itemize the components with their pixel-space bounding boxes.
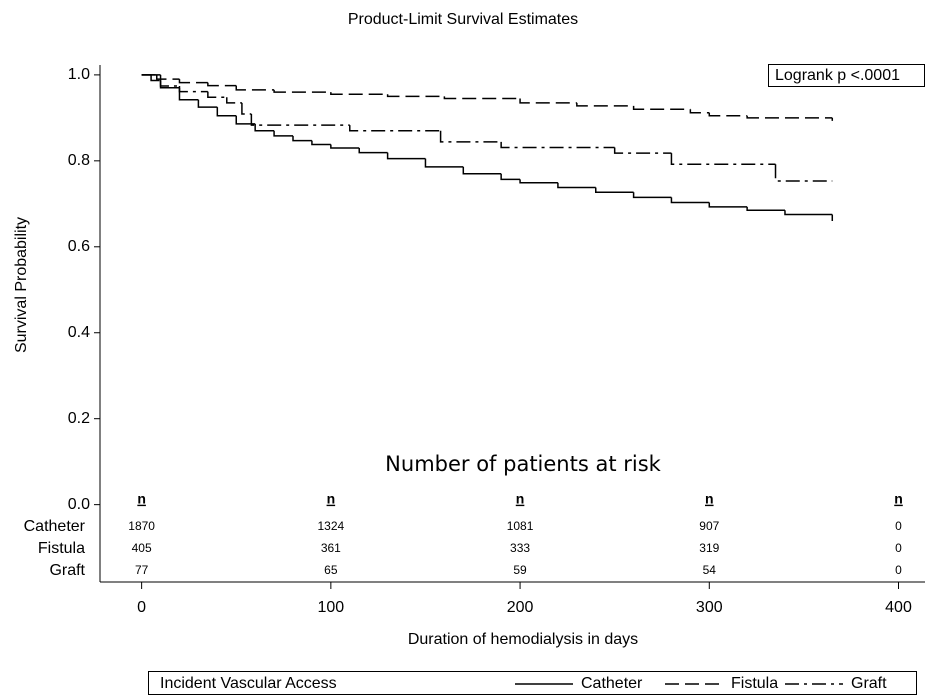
survival-step (500, 173, 521, 181)
survival-step (689, 109, 710, 114)
x-tick-label: 100 (317, 599, 344, 616)
risk-header: n (705, 491, 714, 507)
x-axis-title: Duration of hemodialysis in days (408, 631, 638, 648)
risk-header: n (327, 491, 336, 507)
risk-count: 907 (699, 519, 719, 533)
survival-step (358, 147, 388, 154)
survival-step (613, 147, 672, 154)
survival-step (519, 98, 577, 104)
y-tick-label: 0.8 (68, 152, 90, 169)
x-tick-label: 300 (696, 599, 723, 616)
legend-title: Incident Vascular Access (160, 675, 337, 692)
y-tick-label: 1.0 (68, 66, 90, 83)
survival-step (746, 115, 833, 119)
y-tick-label: 0.6 (68, 238, 90, 255)
chart-title: Product-Limit Survival Estimates (348, 11, 578, 28)
x-tick-label: 0 (137, 599, 146, 616)
y-tick-label: 0.4 (68, 324, 90, 341)
risk-count: 0 (895, 563, 902, 577)
risk-header: n (137, 491, 146, 507)
survival-step (241, 102, 252, 115)
survival-step (330, 144, 360, 149)
survival-step (216, 107, 237, 117)
survival-step (386, 152, 426, 160)
risk-count: 0 (895, 519, 902, 533)
survival-step (439, 130, 502, 143)
survival-step (226, 97, 242, 104)
risk-header: n (894, 491, 903, 507)
risk-row-label: Fistula (38, 540, 85, 557)
survival-step (386, 94, 445, 98)
survival-step (424, 158, 464, 168)
risk-count: 1324 (317, 519, 344, 533)
survival-step (150, 74, 161, 82)
survival-step (349, 125, 441, 132)
survival-step (235, 115, 256, 125)
risk-count: 54 (703, 563, 717, 577)
survival-step (273, 89, 331, 93)
survival-step (207, 91, 227, 98)
legend-label: Graft (851, 675, 887, 692)
risk-count: 405 (132, 541, 152, 555)
survival-step (235, 85, 275, 91)
y-tick-label: 0.2 (68, 410, 90, 427)
survival-step (330, 92, 388, 95)
risk-row-label: Graft (49, 562, 85, 579)
risk-count: 333 (510, 541, 530, 555)
survival-step (462, 166, 502, 175)
survival-step (254, 123, 275, 132)
risk-count: 319 (699, 541, 719, 555)
survival-step (632, 105, 691, 111)
survival-step (632, 192, 672, 199)
survival-step (311, 140, 331, 146)
survival-step (670, 153, 776, 166)
survival-step (178, 86, 208, 93)
survival-step (708, 112, 748, 117)
risk-count: 1081 (507, 519, 534, 533)
survival-step (774, 164, 833, 182)
survival-step (500, 141, 615, 149)
survival-step (519, 179, 558, 184)
legend-label: Catheter (581, 675, 643, 692)
risk-header: n (516, 491, 525, 507)
survival-step (197, 99, 218, 108)
x-tick-label: 200 (507, 599, 534, 616)
survival-step (207, 82, 237, 87)
y-axis-title: Survival Probability (13, 217, 30, 353)
survival-step (443, 96, 521, 100)
risk-row-label: Catheter (24, 518, 86, 535)
survival-step (670, 197, 710, 204)
risk-count: 1870 (128, 519, 155, 533)
legend-label: Fistula (731, 675, 778, 692)
survival-step (178, 79, 208, 84)
survival-step (576, 102, 634, 107)
annotation: Logrank p <.0001 (775, 67, 900, 84)
survival-step (784, 210, 833, 216)
risk-count: 0 (895, 541, 902, 555)
risk-count: 361 (321, 541, 341, 555)
x-tick-label: 400 (885, 599, 912, 616)
survival-step (156, 74, 180, 80)
survival-step (159, 80, 180, 87)
risk-count: 77 (135, 563, 149, 577)
survival-step (250, 113, 350, 126)
survival-step (292, 135, 312, 142)
risk-count: 65 (324, 563, 338, 577)
survival-step (746, 206, 785, 212)
survival-step (557, 182, 596, 189)
risk-count: 59 (513, 563, 527, 577)
survival-step (273, 130, 294, 137)
survival-step (595, 187, 634, 193)
y-tick-label: 0.0 (68, 496, 90, 513)
risk-table-title: Number of patients at risk (385, 452, 661, 476)
survival-step (178, 87, 199, 101)
survival-step (708, 202, 748, 208)
